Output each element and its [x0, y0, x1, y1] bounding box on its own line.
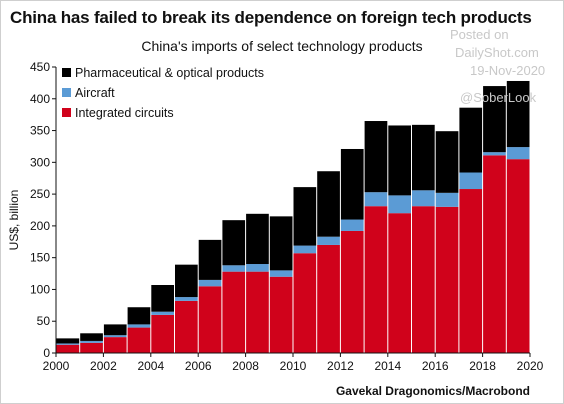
bar-aircraft-2002	[103, 335, 127, 338]
watermark-date: 19-Nov-2020	[470, 63, 546, 78]
bar-integrated-circuits-2006	[198, 286, 222, 353]
bar-integrated-circuits-2004	[151, 314, 174, 353]
bar-pharmaceutical-optical-products-2009	[269, 216, 293, 271]
bar-integrated-circuits-2009	[269, 276, 293, 353]
legend-swatch-pharmaceutical-optical-products	[62, 68, 71, 77]
bar-pharmaceutical-optical-products-2018	[483, 86, 506, 153]
bar-pharmaceutical-optical-products-2011	[317, 171, 340, 237]
bar-pharmaceutical-optical-products-2004	[151, 285, 174, 312]
bar-aircraft-2018	[483, 152, 506, 156]
y-axis-label: US$, billion	[7, 190, 21, 251]
bar-aircraft-2005	[175, 297, 198, 301]
bar-aircraft-2008	[246, 264, 269, 272]
bar-pharmaceutical-optical-products-2015	[412, 124, 435, 191]
legend-label-aircraft: Aircraft	[75, 86, 115, 100]
bar-integrated-circuits-2015	[412, 206, 435, 353]
y-tick-label-300: 300	[30, 155, 50, 169]
bar-integrated-circuits-2016	[435, 206, 459, 353]
legend-label-integrated-circuits: Integrated circuits	[75, 106, 174, 120]
bar-pharmaceutical-optical-products-2006	[198, 239, 222, 280]
legend-swatch-integrated-circuits	[62, 108, 71, 117]
bar-pharmaceutical-optical-products-2005	[175, 264, 198, 298]
y-tick-label-150: 150	[30, 251, 50, 265]
legend-swatch-aircraft	[62, 88, 71, 97]
bar-integrated-circuits-2002	[103, 337, 127, 353]
bar-integrated-circuits-2017	[459, 189, 483, 353]
x-tick-label-2016: 2016	[422, 359, 449, 373]
bar-integrated-circuits-2001	[80, 342, 103, 353]
bar-pharmaceutical-optical-products-2014	[388, 125, 411, 196]
bar-integrated-circuits-2003	[127, 327, 151, 353]
bar-aircraft-2015	[412, 190, 435, 207]
x-tick-label-2000: 2000	[43, 359, 70, 373]
bar-integrated-circuits-2011	[317, 244, 340, 353]
bar-aircraft-2017	[459, 172, 483, 190]
bar-aircraft-2006	[198, 279, 222, 287]
y-tick-label-0: 0	[43, 346, 50, 360]
bar-pharmaceutical-optical-products-2002	[103, 324, 127, 336]
bar-integrated-circuits-2008	[246, 271, 269, 353]
bar-integrated-circuits-2005	[175, 300, 198, 353]
chart-subtitle: China's imports of select technology pro…	[141, 38, 423, 54]
bar-integrated-circuits-2019	[506, 159, 530, 353]
bar-aircraft-2009	[269, 270, 293, 277]
bar-aircraft-2011	[317, 236, 340, 245]
bar-pharmaceutical-optical-products-2007	[222, 220, 246, 266]
y-tick-label-400: 400	[30, 92, 50, 106]
x-tick-label-2012: 2012	[327, 359, 354, 373]
bar-aircraft-2014	[388, 195, 411, 214]
bar-integrated-circuits-2010	[293, 253, 317, 353]
watermark-handle: @SoberLook	[460, 90, 537, 105]
bar-aircraft-2001	[80, 340, 103, 343]
y-tick-label-450: 450	[30, 60, 50, 74]
x-tick-label-2004: 2004	[137, 359, 164, 373]
bar-aircraft-2010	[293, 245, 317, 254]
chart-title: China has failed to break its dependence…	[10, 8, 532, 27]
bar-pharmaceutical-optical-products-2017	[459, 107, 483, 173]
bar-pharmaceutical-optical-products-2003	[127, 307, 151, 325]
bar-aircraft-2013	[364, 192, 388, 207]
bar-pharmaceutical-optical-products-2000	[56, 338, 80, 344]
y-tick-label-50: 50	[37, 314, 51, 328]
bar-integrated-circuits-2014	[388, 213, 411, 353]
bar-integrated-circuits-2013	[364, 206, 388, 353]
x-tick-label-2008: 2008	[232, 359, 259, 373]
bar-pharmaceutical-optical-products-2019	[506, 80, 530, 148]
bar-aircraft-2016	[435, 192, 459, 207]
y-tick-label-250: 250	[30, 187, 50, 201]
x-tick-label-2020: 2020	[517, 359, 544, 373]
bar-pharmaceutical-optical-products-2010	[293, 187, 317, 246]
bar-integrated-circuits-2012	[340, 230, 364, 353]
bar-pharmaceutical-optical-products-2013	[364, 121, 388, 193]
bar-aircraft-2004	[151, 311, 174, 315]
x-tick-label-2006: 2006	[185, 359, 212, 373]
x-tick-label-2002: 2002	[90, 359, 117, 373]
bar-integrated-circuits-2018	[483, 155, 506, 353]
bar-aircraft-2007	[222, 265, 246, 272]
legend-label-pharmaceutical-optical-products: Pharmaceutical & optical products	[75, 66, 264, 80]
x-tick-label-2018: 2018	[469, 359, 496, 373]
bar-integrated-circuits-2000	[56, 344, 80, 353]
bar-aircraft-2019	[506, 147, 530, 160]
watermark-site: DailyShot.com	[455, 45, 539, 60]
bar-pharmaceutical-optical-products-2012	[340, 148, 364, 220]
watermark-posted: Posted on	[450, 27, 509, 42]
y-tick-label-100: 100	[30, 282, 50, 296]
bar-pharmaceutical-optical-products-2001	[80, 333, 103, 341]
bar-pharmaceutical-optical-products-2016	[435, 131, 459, 193]
bar-aircraft-2003	[127, 324, 151, 328]
bar-aircraft-2000	[56, 343, 80, 345]
x-tick-label-2010: 2010	[280, 359, 307, 373]
y-tick-label-200: 200	[30, 219, 50, 233]
bar-pharmaceutical-optical-products-2008	[246, 213, 269, 265]
x-tick-label-2014: 2014	[374, 359, 401, 373]
chart-source: Gavekal Dragonomics/Macrobond	[335, 384, 530, 398]
bar-aircraft-2012	[340, 219, 364, 231]
bar-integrated-circuits-2007	[222, 271, 246, 353]
y-tick-label-350: 350	[30, 124, 50, 138]
